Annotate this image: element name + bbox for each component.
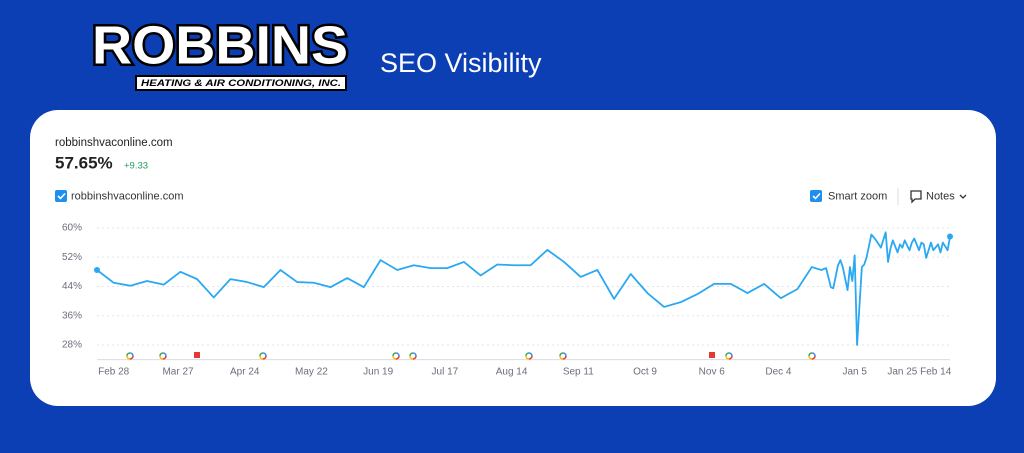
google-update-icon <box>559 352 567 360</box>
notes-label: Notes <box>926 190 955 202</box>
icon-arc <box>725 352 733 360</box>
logo-name: ROBBINS <box>92 15 348 75</box>
smart-zoom[interactable]: Smart zoom <box>810 190 887 202</box>
x-tick-label: Feb 14 <box>920 367 952 378</box>
icon-arc <box>525 352 533 360</box>
icon-arc <box>409 352 417 360</box>
logo-tagline-box <box>135 75 347 91</box>
endpoint <box>94 266 100 273</box>
icon-arc <box>409 352 417 360</box>
icon-arc <box>392 352 400 360</box>
icon-arc <box>259 352 267 360</box>
icon-arc <box>159 352 167 360</box>
google-update-icon <box>126 352 134 360</box>
icon-arc <box>159 352 167 360</box>
flag-icon <box>194 352 200 358</box>
legend-label: robbinshvaconline.com <box>71 190 184 202</box>
y-tick-label: 44% <box>62 281 82 292</box>
x-tick-label: Feb 28 <box>98 367 130 378</box>
icon-arc <box>126 352 134 360</box>
visibility-value: 57.65% <box>55 153 113 172</box>
google-update-icon <box>725 352 733 360</box>
x-tick-label: Oct 9 <box>633 367 657 378</box>
google-update-icon <box>159 352 167 360</box>
notes-icon <box>910 190 922 204</box>
plot: 28% 36% 44% 52% 60% Feb 28 Mar 27 Apr 24 May 22 J… <box>62 223 953 378</box>
x-tick-label: Sep 11 <box>563 367 594 378</box>
icon-arc <box>525 352 533 360</box>
visibility-change: +9.33 <box>124 161 148 172</box>
x-tick-label: Jun 19 <box>363 367 393 378</box>
icon-arc <box>409 352 417 360</box>
icon-arc <box>126 352 134 360</box>
google-update-icon <box>409 352 417 360</box>
icon-arc <box>259 352 267 360</box>
series-line <box>96 231 951 346</box>
x-tick-label: Apr 24 <box>230 367 260 378</box>
x-tick-label: Aug 14 <box>496 367 528 378</box>
checkbox[interactable] <box>55 190 67 202</box>
icon-arc <box>559 352 567 360</box>
endpoint <box>947 233 953 240</box>
icon-arc <box>559 352 567 360</box>
icon-arc <box>525 352 533 360</box>
x-tick-label: Nov 6 <box>699 367 726 378</box>
chevron <box>959 194 967 199</box>
y-tick-label: 52% <box>62 252 82 263</box>
logo: ROBBINS HEATING & AIR CONDITIONING, INC. <box>90 13 351 91</box>
checkbox[interactable] <box>810 190 822 202</box>
icon-arc <box>159 352 167 360</box>
icon-arc <box>259 352 267 360</box>
checkmark <box>812 192 821 200</box>
icon-arc <box>808 352 816 360</box>
page-title: SEO Visibility <box>380 48 542 78</box>
icon-arc <box>559 352 567 360</box>
smart-zoom-label: Smart zoom <box>828 190 887 202</box>
google-update-icon <box>525 352 533 360</box>
x-tick-label: Jul 17 <box>432 367 459 378</box>
y-tick-label: 36% <box>62 310 82 321</box>
google-update-icon <box>808 352 816 360</box>
x-tick-label: May 22 <box>295 367 328 378</box>
logo-tagline: HEATING & AIR CONDITIONING, INC. <box>141 78 341 88</box>
icon-arc <box>808 352 816 360</box>
icon-arc <box>725 352 733 360</box>
icon-arc <box>808 352 816 360</box>
x-tick-label: Mar 27 <box>162 367 194 378</box>
x-tick-label: Dec 4 <box>765 367 792 378</box>
legend-item[interactable]: robbinshvaconline.com <box>55 190 184 202</box>
google-update-icon <box>392 352 400 360</box>
icon-arc <box>392 352 400 360</box>
x-tick-label: Jan 25 <box>887 367 917 378</box>
x-tick-label: Jan 5 <box>842 367 867 378</box>
google-update-icon <box>259 352 267 360</box>
icon-arc <box>725 352 733 360</box>
icon-arc <box>126 352 134 360</box>
checkmark <box>57 192 66 200</box>
domain: robbinshvaconline.com <box>55 137 173 149</box>
icon-arc <box>392 352 400 360</box>
notes-button[interactable]: Notes <box>910 190 967 204</box>
card <box>30 110 996 406</box>
flag-icon <box>709 352 715 358</box>
y-tick-label: 28% <box>62 340 82 351</box>
y-tick-label: 60% <box>62 223 82 234</box>
